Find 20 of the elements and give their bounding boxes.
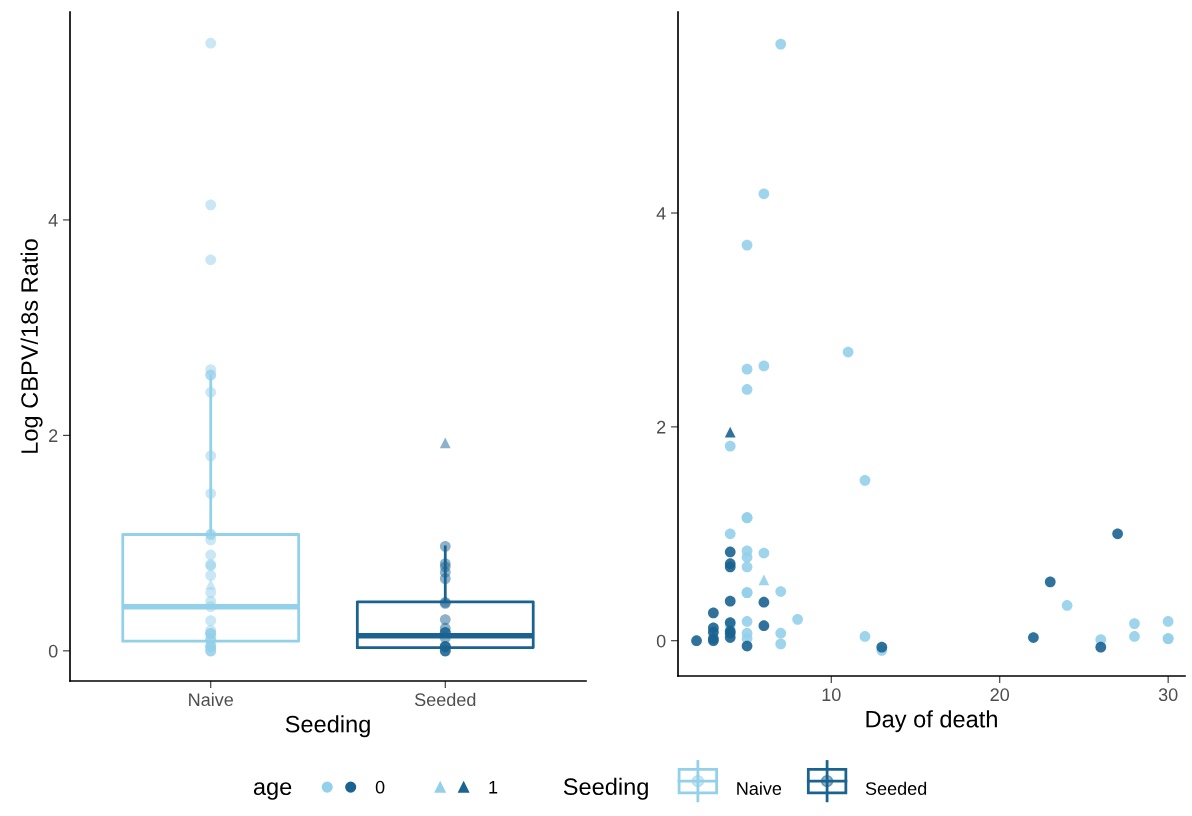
x-tick-label: 20	[990, 688, 1010, 702]
legend-title: Seeding	[563, 777, 648, 800]
y-tick-label: 0	[656, 634, 666, 648]
x-tick-label: Seeded	[414, 692, 476, 707]
legend-title: age	[253, 782, 292, 800]
legend-label: Seeded	[865, 781, 927, 795]
legend-label: 1	[489, 780, 498, 794]
x-tick-label: 30	[1158, 688, 1178, 702]
x-axis-title: Day of death	[866, 710, 997, 733]
x-tick-label: Naive	[189, 692, 234, 707]
x-axis-title: Seeding	[285, 715, 370, 738]
y-tick-label: 2	[49, 429, 58, 442]
y-tick-label: 0	[48, 644, 58, 658]
y-tick-label: 4	[656, 207, 666, 220]
legend-label: Naive	[737, 781, 782, 795]
y-tick-label: 4	[48, 214, 58, 227]
y-axis-title: Log CBPV/18s Ratio	[20, 239, 43, 453]
y-tick-label: 2	[657, 420, 666, 434]
legend-label: 0	[375, 780, 385, 794]
x-tick-label: 10	[822, 688, 841, 702]
